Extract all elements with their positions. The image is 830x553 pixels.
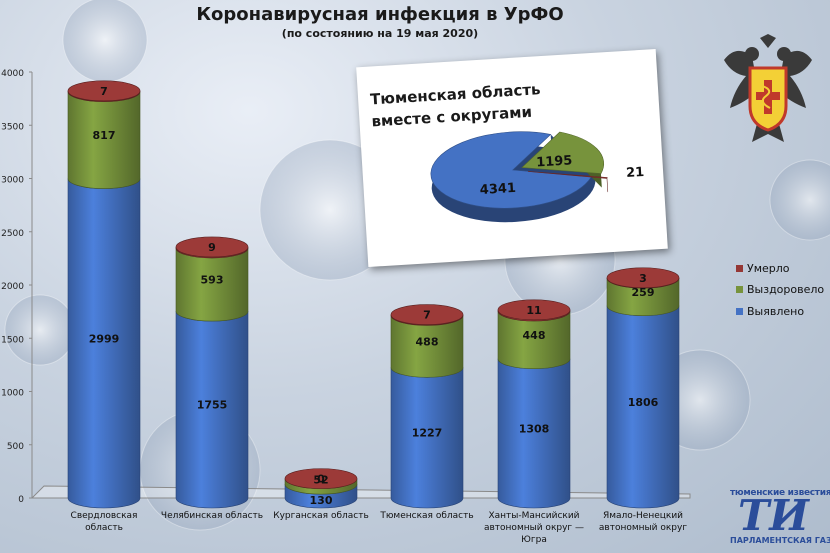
double-headed-eagle-emblem-icon: [724, 34, 812, 142]
x-category-label: область: [85, 523, 123, 533]
page-subtitle: (по состоянию на 19 мая 2020): [281, 27, 479, 40]
data-label: 1806: [628, 396, 659, 409]
x-category-label: автономный округ: [599, 523, 687, 533]
pie-data-label: 21: [626, 165, 645, 181]
bar-stack: 130 520: [284, 468, 358, 509]
legend-label: Выявлено: [747, 305, 804, 318]
data-label: 2999: [89, 332, 120, 345]
bar-stack: 1227 488 7: [390, 304, 464, 509]
pie-data-label: 4341: [479, 181, 516, 198]
y-tick-label: 1000: [1, 389, 24, 399]
y-tick-label: 0: [18, 495, 24, 505]
legend-label: Умерло: [747, 262, 790, 275]
bar-top-cap: [606, 267, 680, 289]
pie-slice-side: [606, 177, 609, 193]
x-category-label: автономный округ —: [484, 523, 584, 533]
x-category-label: Ямало-Ненецкий: [603, 511, 683, 521]
x-category-label: Тюменская область: [379, 511, 473, 521]
data-label: 9: [208, 241, 216, 254]
brand-bottom-text: ПАРЛАМЕНТСКАЯ ГАЗЕТА: [730, 536, 830, 545]
x-category-label: Челябинская область: [161, 511, 263, 521]
pie-inset-card: Тюменская область вместе с округами 4341…: [356, 49, 668, 267]
legend-swatch: [736, 308, 743, 315]
data-label: 130: [310, 494, 333, 507]
y-tick-label: 4000: [1, 69, 24, 79]
bar-stack: 2999 817 7: [67, 80, 141, 509]
data-label: 52: [313, 473, 328, 486]
newspaper-logo: тюменские известия ТИ ПАРЛАМЕНТСКАЯ ГАЗЕ…: [730, 488, 830, 550]
data-label: 0: [317, 473, 325, 486]
data-label: 259: [632, 286, 655, 299]
brand-mark: ТИ: [738, 491, 809, 540]
bar-stack: 1308 448 11: [497, 299, 571, 509]
bar-top-cap: [175, 236, 249, 258]
legend-swatch: [736, 265, 743, 272]
data-label: 7: [100, 85, 108, 98]
data-label: 1755: [197, 399, 228, 412]
pie-slice-Выявлено: [430, 131, 592, 209]
legend-swatch: [736, 286, 743, 293]
x-category-label: Свердловская: [71, 511, 138, 521]
x-category-label: Ханты-Мансийский: [488, 511, 579, 521]
bar-top-cap: [67, 80, 141, 102]
legend-label: Выздоровело: [747, 283, 824, 296]
x-category-label: Курганская область: [273, 511, 369, 521]
pie-slice-Умерло: [528, 171, 608, 179]
bar-top-cap: [497, 299, 571, 321]
bar-top-cap: [284, 468, 358, 489]
data-label: 448: [523, 329, 546, 342]
data-label: 593: [201, 274, 224, 287]
pie-slice-Выздоровело: [521, 131, 605, 174]
data-label: 817: [93, 129, 116, 142]
page-title: Коронавирусная инфекция в УрФО: [196, 4, 564, 25]
data-label: 3: [639, 272, 647, 285]
data-label: 11: [526, 304, 541, 317]
pie-chart: 4341 1195 21: [430, 131, 645, 223]
pie-data-label: 1195: [536, 153, 573, 170]
data-label: 488: [416, 335, 439, 348]
y-tick-label: 500: [7, 442, 24, 452]
y-tick-label: 2500: [1, 229, 24, 239]
bar-stack: 1755 593 9: [175, 236, 249, 509]
data-label: 7: [423, 309, 431, 322]
data-label: 1227: [412, 427, 443, 440]
y-tick-label: 2000: [1, 282, 24, 292]
y-tick-label: 3000: [1, 176, 24, 186]
data-label: 1308: [519, 422, 550, 435]
x-category-label: Югра: [521, 535, 547, 545]
y-tick-label: 1500: [1, 335, 24, 345]
brand-top-text: тюменские известия: [730, 488, 830, 498]
bar-top-cap: [390, 304, 464, 325]
y-tick-label: 3500: [1, 122, 24, 132]
